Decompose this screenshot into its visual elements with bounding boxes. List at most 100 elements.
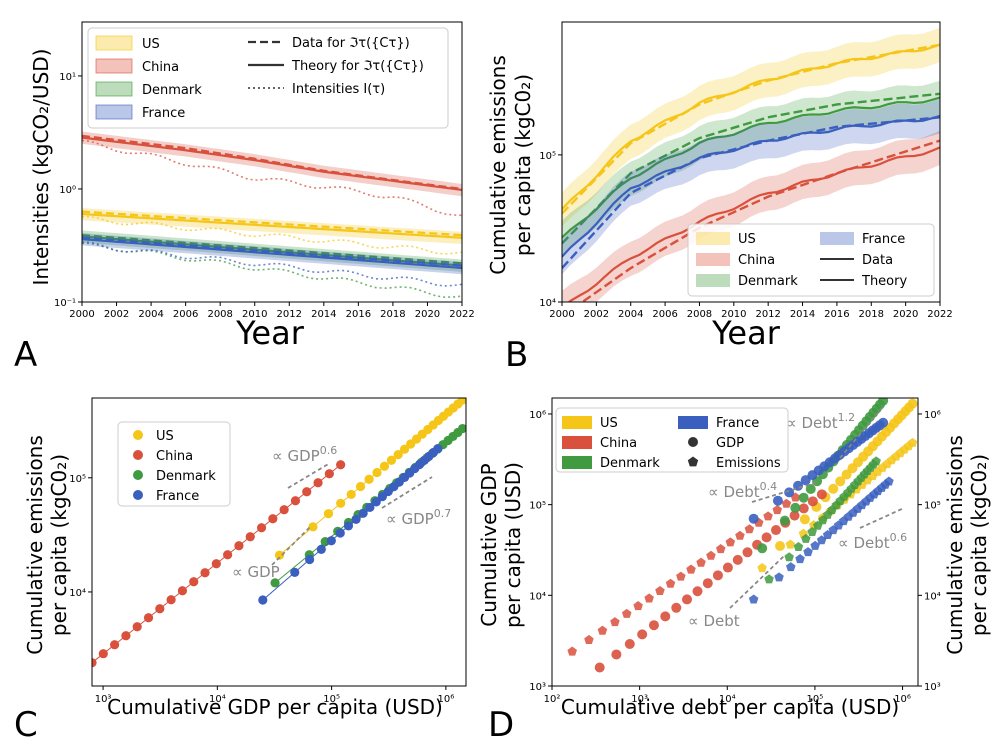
a-x-ticklabel: 2012: [277, 309, 302, 320]
d-gdp-point-china: [722, 562, 733, 573]
c-point-france: [351, 514, 361, 524]
c-point-france: [365, 502, 375, 513]
c-point-france: [343, 521, 354, 531]
a-legend-style-label: Intensities I(τ): [292, 82, 385, 97]
d-legend-swatch-france: [678, 416, 708, 429]
c-point-china: [121, 631, 131, 641]
a-intensity-china: [81, 139, 463, 217]
c-point-us: [364, 474, 374, 484]
d-legend-label-us: US: [600, 416, 618, 431]
d-emissions-point-china: [644, 593, 654, 603]
c-guide-gdp07: [381, 476, 433, 509]
b-legend-swatch-france: [820, 232, 854, 245]
a-x-ticklabel: 2022: [449, 309, 474, 320]
d-legend-gdp-marker: [688, 437, 698, 447]
c-x-ticklabel: 10⁴: [209, 694, 226, 705]
b-legend-swatch-china: [696, 253, 730, 266]
b-legend-label-china: China: [738, 253, 775, 268]
b-plot-area: [562, 27, 940, 302]
d-x-ticklabel: 10⁶: [894, 694, 911, 705]
d-emissions-point-france: [774, 572, 784, 582]
d-axes-frame: [551, 397, 919, 687]
a-y-ticklabel: 10⁰: [59, 185, 76, 196]
a-xlabel: Year: [235, 314, 305, 352]
d-legend-label-france: France: [716, 416, 759, 431]
d-gdp-point-china: [702, 578, 713, 589]
b-band-france: [562, 99, 940, 275]
b-y-ticklabel: 10⁵: [539, 151, 556, 162]
d-yr-ticklabel: 10⁶: [924, 410, 941, 421]
c-point-china: [177, 586, 188, 596]
a-x-ticklabel: 2020: [415, 309, 440, 320]
d-gdp-point-denmark: [798, 492, 809, 503]
d-ylabel-right-line1: Cumulative emissions: [943, 435, 967, 655]
d-plot-area: [567, 398, 918, 673]
c-annotation-gdp07-exponent: 0.7: [434, 507, 452, 520]
d-gdp-point-china: [789, 510, 800, 521]
d-yr-ticklabel: 10⁵: [924, 501, 941, 512]
c-point-france: [335, 528, 345, 538]
b-data-france: [562, 116, 940, 269]
c-ylabel-line2: per capita (kgC0₂): [47, 454, 71, 636]
d-annotation-debt06-exponent: 0.6: [890, 531, 908, 544]
d-ylabel-left-line1: Cumulative GDP: [477, 463, 501, 626]
d-ylabel-right-line2: per capita (kgC0₂): [967, 454, 991, 636]
d-emissions-point-denmark: [784, 552, 794, 562]
c-annotation-gdp07-base: ∝ GDP: [386, 510, 434, 528]
d-guide-debt04: [751, 481, 819, 503]
c-xlabel: Cumulative GDP per capita (USD): [107, 695, 443, 719]
b-xlabel: Year: [711, 314, 781, 352]
b-ylabel-line1: Cumulative emissions: [486, 55, 510, 275]
c-point-france: [358, 508, 368, 518]
b-band-denmark: [562, 80, 940, 256]
c-point-france: [305, 554, 315, 565]
c-point-china: [132, 622, 142, 632]
d-gdp-point-china: [732, 554, 743, 565]
d-gdp-point-us: [775, 540, 786, 551]
c-point-china: [245, 532, 255, 542]
c-point-france: [433, 444, 443, 454]
d-gdp-point-denmark: [878, 398, 889, 406]
d-gdp-point-china: [807, 496, 818, 507]
d-gdp-point-china: [761, 532, 772, 543]
b-theory-france: [562, 114, 940, 258]
b-x-ticklabel: 2018: [859, 309, 884, 320]
d-emissions-point-china: [706, 550, 716, 560]
d-emissions-point-france: [803, 547, 813, 557]
d-y-ticklabel: 10⁶: [529, 410, 546, 421]
a-legend-label-us: US: [142, 37, 160, 52]
d-emissions-point-france: [795, 554, 805, 564]
d-gdp-point-denmark: [790, 502, 801, 513]
d-annotation-debt06-base: ∝ Debt: [838, 534, 890, 552]
c-legend-label-us: US: [156, 429, 174, 444]
d-emissions-point-china: [781, 498, 792, 508]
c-point-china: [189, 577, 199, 587]
c-legend-label-denmark: Denmark: [156, 469, 216, 484]
d-legend-swatch-us: [562, 416, 592, 429]
b-x-ticklabel: 2016: [824, 309, 849, 320]
panel-a: 2000 2002 2004 2006 2008 2010 2012 2014 2016 2018…: [54, 21, 475, 320]
a-theory-france: [81, 238, 463, 270]
c-point-france: [326, 536, 336, 546]
d-gdp-point-france: [748, 513, 759, 524]
d-gdp-point-china: [660, 611, 671, 622]
c-point-us: [323, 509, 334, 519]
d-emissions-point-china: [686, 564, 696, 574]
d-y-ticklabel: 10⁵: [529, 501, 546, 512]
a-x-ticklabel: 2002: [104, 309, 129, 320]
d-ylabel-left-line2: per capita (USD): [501, 462, 525, 628]
d-gdp-point-us: [841, 469, 852, 480]
d-legend-swatch-denmark: [562, 456, 592, 469]
a-legend-label-china: China: [142, 60, 179, 75]
c-point-china: [166, 595, 176, 605]
c-point-china: [211, 559, 221, 569]
a-data-denmark: [81, 234, 463, 265]
d-gdp-point-china: [692, 586, 703, 597]
a-x-ticklabel: 2016: [346, 309, 371, 320]
d-x-ticklabel: 10²: [544, 694, 561, 705]
d-emissions-point-china: [584, 634, 594, 644]
b-legend-swatch-us: [696, 232, 730, 245]
d-annotation-debt04-exponent: 0.4: [760, 480, 778, 493]
d-x-ticklabel: 10⁴: [719, 694, 736, 705]
